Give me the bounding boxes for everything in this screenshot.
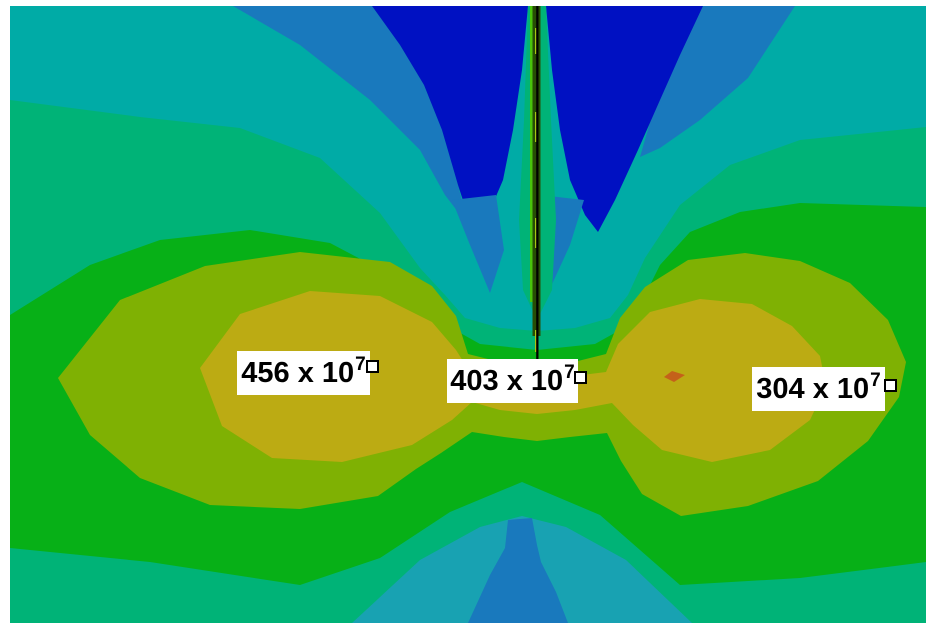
region-blue-band-right [640, 6, 795, 157]
annotation-center-tip-text: 403 x 10 [450, 364, 564, 397]
region-navy-left [372, 6, 528, 228]
max-value-marker [664, 371, 685, 382]
probe-marker-left [366, 360, 379, 373]
annotation-left-lobe-text: 456 x 10 [241, 356, 355, 389]
region-blue-tongue [468, 518, 568, 623]
region-navy-right [546, 6, 703, 232]
probe-marker-right [884, 379, 897, 392]
annotation-right-lobe: 304 x 10 7 [752, 367, 885, 411]
annotation-center-tip: 403 x 10 7 [447, 359, 578, 403]
region-blue-band-left [233, 6, 468, 225]
annotation-left-lobe: 456 x 10 7 [237, 351, 370, 395]
annotation-right-lobe-text: 304 x 10 [756, 372, 870, 405]
probe-marker-center [574, 371, 587, 384]
fracture-line-lightgreen-edge [530, 6, 533, 302]
region-blue-v-left [452, 195, 504, 293]
region-mustard-lobes [200, 291, 826, 462]
fracture-line-core [536, 6, 539, 362]
